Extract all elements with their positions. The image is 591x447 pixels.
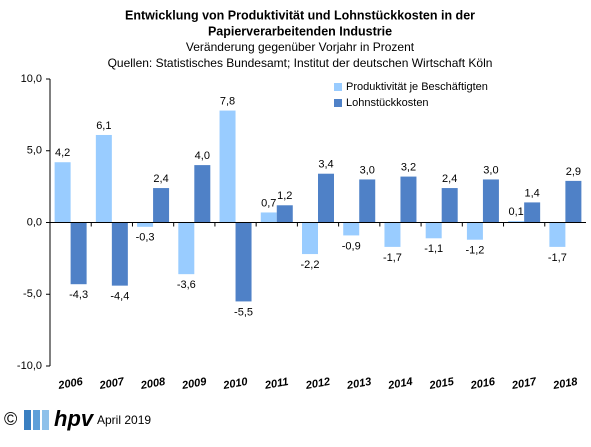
x-tick-label: 2013: [345, 376, 372, 392]
value-label: 1,4: [525, 187, 540, 199]
x-tick-label: 2011: [263, 376, 289, 392]
bar: [565, 180, 582, 223]
copyright: ©: [4, 409, 17, 429]
y-tick-label: -5,0: [23, 288, 42, 300]
bar: [153, 188, 170, 223]
legend-swatch: [334, 83, 342, 91]
value-label: 3,0: [483, 164, 498, 176]
legend-label: Lohnstückkosten: [346, 97, 429, 109]
x-tick-label: 2012: [304, 376, 331, 392]
value-label: 0,7: [261, 197, 276, 209]
value-label: 4,0: [195, 150, 210, 162]
bar: [194, 165, 211, 223]
logo-stripe: [42, 410, 49, 430]
value-label: 2,4: [153, 173, 168, 185]
legend-swatch: [334, 99, 342, 107]
bar: [178, 222, 195, 275]
footer: © hpv April 2019: [4, 406, 151, 431]
x-tick-label: 2017: [510, 376, 538, 392]
chart-title: Papierverarbeitenden Industrie: [208, 24, 392, 38]
value-label: -1,2: [465, 245, 484, 257]
bar: [318, 173, 334, 223]
bar: [235, 222, 252, 302]
bar: [70, 222, 87, 285]
y-tick-label: 10,0: [21, 73, 42, 85]
chart-subtitle: Quellen: Statistisches Bundesamt; Instit…: [108, 56, 493, 70]
chart-subtitle: Veränderung gegenüber Vorjahr in Prozent: [186, 40, 415, 54]
bar: [359, 179, 376, 223]
x-tick-label: 2006: [57, 376, 85, 392]
x-tick-label: 2009: [180, 376, 208, 392]
x-tick-label: 2007: [98, 376, 126, 392]
logo-stripe: [24, 410, 31, 430]
bar: [302, 222, 318, 255]
bar: [549, 222, 566, 247]
value-label: 3,4: [318, 159, 333, 171]
date: April 2019: [97, 413, 151, 427]
bar: [95, 134, 112, 223]
value-label: -1,7: [383, 252, 402, 264]
logo-stripe: [33, 410, 40, 430]
chart-title: Entwicklung von Produktivität und Lohnst…: [125, 8, 475, 22]
y-tick-label: -10,0: [17, 360, 42, 372]
value-label: -0,3: [136, 232, 155, 244]
value-label: 3,0: [360, 164, 375, 176]
x-tick-label: 2008: [139, 376, 167, 392]
value-label: 1,2: [277, 190, 292, 202]
value-label: 4,2: [55, 147, 70, 159]
bar: [343, 222, 360, 236]
bar: [400, 176, 417, 223]
y-tick-label: 0,0: [27, 216, 42, 228]
logo: hpv: [54, 406, 95, 431]
value-label: -4,4: [110, 291, 129, 303]
value-label: -1,7: [548, 252, 567, 264]
value-label: -2,2: [301, 259, 320, 271]
value-label: 3,2: [401, 161, 416, 173]
bar: [508, 221, 525, 223]
bar: [54, 162, 71, 223]
bar: [524, 202, 541, 223]
bar: [425, 222, 442, 239]
value-label: 0,1: [509, 206, 524, 218]
value-label: -1,1: [424, 243, 443, 255]
value-label: -0,9: [342, 240, 361, 252]
bar: [482, 179, 499, 223]
y-tick-label: 5,0: [27, 145, 42, 157]
value-label: 7,8: [220, 95, 235, 107]
value-label: 6,1: [96, 120, 111, 132]
x-tick-label: 2014: [386, 376, 413, 392]
bar: [441, 188, 458, 223]
value-label: -5,5: [234, 306, 253, 318]
value-label: -3,6: [177, 279, 196, 291]
value-label: 2,9: [566, 166, 581, 178]
bar: [384, 222, 401, 247]
bar: [260, 212, 277, 223]
x-tick-label: 2016: [469, 376, 497, 392]
bar: [466, 222, 483, 240]
x-tick-label: 2015: [428, 376, 456, 392]
bar: [219, 110, 236, 223]
bar: [137, 222, 154, 227]
value-label: 2,4: [442, 173, 457, 185]
bar: [276, 205, 293, 223]
x-tick-label: 2018: [551, 376, 579, 392]
legend-label: Produktivität je Beschäftigten: [346, 81, 488, 93]
x-tick-label: 2010: [221, 376, 249, 392]
value-label: -4,3: [69, 289, 88, 301]
bar: [111, 222, 128, 286]
